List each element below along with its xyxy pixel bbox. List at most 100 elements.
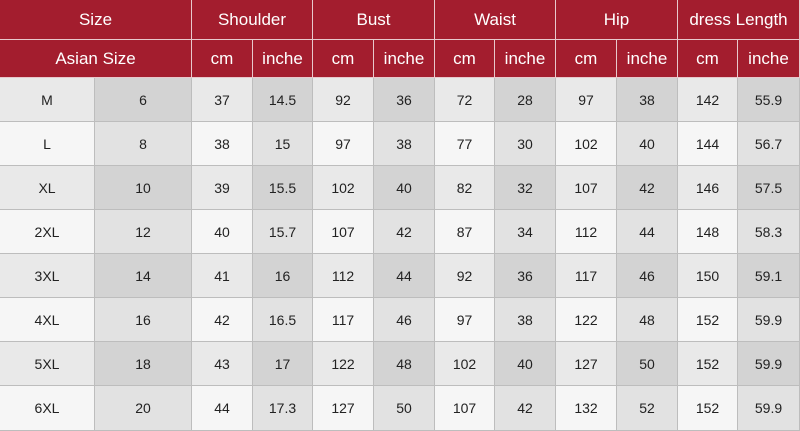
table-cell: 148 [678, 210, 738, 254]
table-cell: 38 [495, 298, 556, 342]
sub-header: cm [556, 40, 617, 78]
sub-header: cm [192, 40, 253, 78]
table-cell: 44 [374, 254, 435, 298]
table-cell: 102 [556, 122, 617, 166]
table-cell: 40 [617, 122, 678, 166]
table-cell: 40 [374, 166, 435, 210]
sub-header: inche [738, 40, 800, 78]
table-cell: 38 [374, 122, 435, 166]
table-cell: 112 [556, 210, 617, 254]
table-cell: 107 [313, 210, 374, 254]
table-cell: 152 [678, 386, 738, 431]
table-cell: M [0, 78, 95, 122]
table-cell: 20 [95, 386, 192, 431]
table-cell: 14.5 [253, 78, 313, 122]
table-cell: 97 [556, 78, 617, 122]
table-cell: 107 [435, 386, 495, 431]
table-cell: 102 [313, 166, 374, 210]
table-cell: 39 [192, 166, 253, 210]
table-cell: 57.5 [738, 166, 800, 210]
table-cell: 30 [495, 122, 556, 166]
table-cell: 43 [192, 342, 253, 386]
sub-header: inche [374, 40, 435, 78]
sub-header: Asian Size [0, 40, 192, 78]
table-cell: 38 [617, 78, 678, 122]
table-cell: 152 [678, 342, 738, 386]
table-cell: 144 [678, 122, 738, 166]
group-header: dress Length [678, 0, 800, 40]
table-cell: 77 [435, 122, 495, 166]
table-cell: 146 [678, 166, 738, 210]
group-header: Hip [556, 0, 678, 40]
table-cell: 44 [617, 210, 678, 254]
table-cell: 16 [95, 298, 192, 342]
table-cell: 15.7 [253, 210, 313, 254]
table-cell: 122 [313, 342, 374, 386]
table-cell: 6 [95, 78, 192, 122]
table-cell: 72 [435, 78, 495, 122]
table-cell: 150 [678, 254, 738, 298]
table-cell: 18 [95, 342, 192, 386]
table-cell: 42 [495, 386, 556, 431]
table-cell: 117 [313, 298, 374, 342]
table-cell: 2XL [0, 210, 95, 254]
table-cell: 17 [253, 342, 313, 386]
table-cell: 56.7 [738, 122, 800, 166]
table-cell: 36 [374, 78, 435, 122]
table-cell: 5XL [0, 342, 95, 386]
table-cell: 152 [678, 298, 738, 342]
table-cell: 132 [556, 386, 617, 431]
table-cell: 117 [556, 254, 617, 298]
table-cell: 92 [313, 78, 374, 122]
sub-header: inche [617, 40, 678, 78]
table-cell: 16 [253, 254, 313, 298]
table-cell: 122 [556, 298, 617, 342]
table-cell: 48 [617, 298, 678, 342]
table-cell: 59.9 [738, 298, 800, 342]
table-cell: 37 [192, 78, 253, 122]
table-cell: 48 [374, 342, 435, 386]
table-cell: 6XL [0, 386, 95, 431]
sub-header: cm [435, 40, 495, 78]
table-cell: 34 [495, 210, 556, 254]
table-cell: 12 [95, 210, 192, 254]
table-cell: 97 [435, 298, 495, 342]
table-cell: 44 [192, 386, 253, 431]
table-cell: 10 [95, 166, 192, 210]
table-cell: 15.5 [253, 166, 313, 210]
table-cell: 55.9 [738, 78, 800, 122]
table-cell: 59.1 [738, 254, 800, 298]
table-cell: L [0, 122, 95, 166]
table-cell: 40 [192, 210, 253, 254]
table-cell: 41 [192, 254, 253, 298]
table-cell: 52 [617, 386, 678, 431]
table-cell: 127 [556, 342, 617, 386]
table-cell: 92 [435, 254, 495, 298]
table-cell: 36 [495, 254, 556, 298]
group-header: Waist [435, 0, 556, 40]
table-cell: 112 [313, 254, 374, 298]
table-cell: 58.3 [738, 210, 800, 254]
table-cell: 142 [678, 78, 738, 122]
table-cell: 50 [617, 342, 678, 386]
table-cell: 82 [435, 166, 495, 210]
table-cell: 102 [435, 342, 495, 386]
table-cell: 59.9 [738, 342, 800, 386]
table-cell: 59.9 [738, 386, 800, 431]
table-cell: 46 [617, 254, 678, 298]
table-cell: 16.5 [253, 298, 313, 342]
table-cell: 50 [374, 386, 435, 431]
table-cell: 97 [313, 122, 374, 166]
table-cell: 42 [192, 298, 253, 342]
sub-header: cm [313, 40, 374, 78]
table-cell: 32 [495, 166, 556, 210]
table-cell: 14 [95, 254, 192, 298]
group-header: Shoulder [192, 0, 313, 40]
sub-header: inche [495, 40, 556, 78]
sub-header: inche [253, 40, 313, 78]
group-header: Bust [313, 0, 435, 40]
table-cell: 42 [374, 210, 435, 254]
table-cell: 107 [556, 166, 617, 210]
table-cell: 17.3 [253, 386, 313, 431]
